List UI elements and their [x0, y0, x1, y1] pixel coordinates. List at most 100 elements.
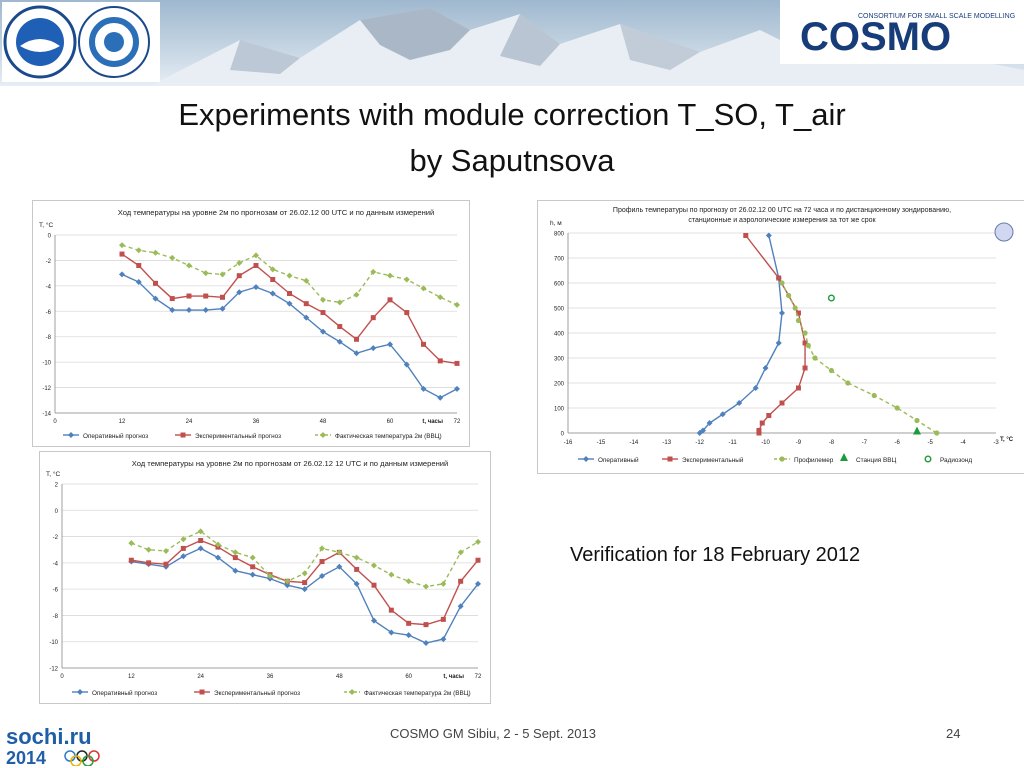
chart-1-data-point: [186, 262, 192, 269]
chart-1-data-point: [387, 272, 393, 279]
chart-3-data-point: [871, 392, 877, 399]
chart-1-data-point: [437, 358, 443, 364]
chart-2-y-tick-label: 0: [55, 509, 59, 515]
chart-2-legend-label: Экспериментальный прогноз: [214, 689, 300, 697]
chart-1-x-tick-label: 48: [320, 419, 327, 425]
chart-2-x-tick-label: 12: [128, 674, 135, 680]
cosmo-logo-icon: COSMO CONSORTIUM FOR SMALL SCALE MODELLI…: [800, 13, 1015, 59]
chart-3-x-tick-label: -5: [927, 440, 933, 446]
chart-2-data-point: [145, 546, 152, 553]
chart-3-x-tick-label: -14: [630, 440, 639, 446]
chart-2-data-point: [388, 607, 394, 613]
chart-3-data-point: [696, 430, 703, 436]
chart-1-y-tick-label: 0: [48, 234, 52, 240]
chart-3-x-tick-label: -15: [597, 440, 606, 446]
chart-1-data-point: [320, 328, 326, 335]
chart-1-x-tick-label: 0: [53, 419, 57, 425]
chart-1-data-point: [370, 345, 377, 352]
chart-1-data-point: [203, 293, 209, 299]
chart-3-x-tick-label: -6: [895, 440, 901, 446]
chart-3-data-point: [756, 428, 762, 433]
chart-1-data-point: [119, 251, 125, 257]
chart-3-data-point: [802, 330, 808, 336]
chart-3-sun-icon: [994, 222, 1014, 242]
chart-1-title: Ход температуры на уровне 2м по прогноза…: [118, 208, 435, 217]
chart-1-x-tick-label: 60: [387, 419, 394, 425]
chart-1-y-axis-label: T, °C: [39, 221, 53, 229]
chart-3-y-tick-label: 400: [554, 332, 565, 338]
chart-2-data-point: [249, 554, 256, 561]
chart-2-data-point: [475, 580, 481, 587]
chart-2-x-tick-label: 36: [267, 674, 274, 680]
chart-2-y-tick-label: -8: [53, 614, 59, 620]
chart-2-y-tick-label: -6: [53, 588, 59, 594]
chart-2-data-point: [163, 563, 169, 570]
chart-3-plot: Профиль температуры по прогнозу от 26.02…: [550, 207, 1014, 464]
chart-2-x-axis-label: t, часы: [443, 674, 464, 680]
chart-3-legend-marker: [840, 453, 848, 461]
chart-1-data-point: [219, 305, 226, 312]
chart-1-data-point: [421, 341, 426, 347]
sochi-logo-text: sochi.ru: [6, 724, 92, 749]
chart-2-legend-marker: [199, 689, 205, 695]
chart-2-data-point: [319, 573, 325, 579]
chart-3-y-tick-label: 500: [554, 307, 565, 313]
chart-3-legend-marker: [779, 456, 785, 462]
chart-3-data-point: [766, 413, 772, 418]
agency-logos: [2, 2, 160, 82]
chart-3-y-tick-label: 700: [554, 257, 565, 263]
chart-1-data-point: [169, 254, 176, 261]
chart-2-data-point: [475, 557, 481, 563]
chart-2-y-tick-label: -12: [49, 667, 58, 673]
chart-1-data-point: [454, 301, 460, 308]
chart-2-data-point: [232, 555, 238, 561]
chart-3-x-tick-label: -3: [993, 440, 999, 446]
slide-title-line2: by Saputnsova: [409, 143, 615, 178]
chart-3-y-tick-label: 300: [554, 357, 565, 363]
chart-2-data-point: [163, 561, 169, 567]
chart-2-legend-marker: [349, 689, 355, 695]
chart-1-data-point: [220, 294, 225, 300]
chart-2-data-point: [301, 570, 308, 577]
chart-3-data-point: [894, 405, 900, 411]
cosmo-logo-text: COSMO: [800, 15, 951, 59]
chart-1-x-tick-label: 36: [253, 419, 260, 425]
chart-2-data-point: [423, 622, 429, 628]
chart-2-data-point: [302, 580, 308, 586]
chart-2-data-point: [128, 540, 135, 547]
chart-2-data-point: [319, 545, 325, 552]
chart-3-data-point: [765, 232, 772, 239]
chart-1-data-point: [437, 394, 444, 401]
chart-2-plot: Ход температуры на уровне 2м по прогноза…: [46, 459, 482, 697]
chart-3-data-point: [792, 305, 798, 311]
chart-1-frame: Ход температуры на уровне 2м по прогноза…: [32, 200, 470, 447]
chart-2-data-point: [301, 586, 308, 593]
chart-3-data-point: [845, 380, 851, 386]
chart-3-data-point: [706, 420, 713, 426]
chart-3-legend-label: Радиозонд: [940, 457, 972, 464]
chart-2-data-point: [163, 548, 169, 555]
chart-3-title: станционные и аэрологические измерения з…: [688, 217, 876, 224]
chart-2-data-point: [232, 549, 239, 556]
chart-2-data-point: [250, 564, 256, 570]
chart-2-data-point: [249, 571, 256, 578]
chart-1-data-point: [253, 284, 259, 291]
chart-1-data-point: [119, 271, 125, 278]
chart-1-legend-marker: [180, 432, 186, 438]
chart-1-data-point: [219, 271, 226, 278]
chart-1-data-point: [253, 252, 259, 259]
chart-2-y-tick-label: 2: [55, 483, 59, 489]
chart-1-data-point: [303, 277, 310, 284]
chart-3-data-point: [795, 385, 801, 391]
chart-3-legend-marker: [924, 455, 932, 463]
chart-3-legend-marker: [667, 456, 673, 462]
chart-2-data-point: [215, 541, 221, 548]
chart-1-data-point: [286, 272, 293, 279]
chart-2-legend-label: Фактическая температура 2м (ВВЦ): [364, 690, 471, 697]
chart-3-x-tick-label: -7: [862, 440, 868, 446]
chart-1-legend-label: Экспериментальный прогноз: [195, 432, 281, 440]
chart-3-frame: Профиль температуры по прогнозу от 26.02…: [537, 200, 1024, 474]
chart-2-data-point: [197, 545, 204, 552]
chart-2-data-point: [146, 560, 152, 566]
sochi-logo: sochi.ru 2014: [6, 724, 100, 766]
